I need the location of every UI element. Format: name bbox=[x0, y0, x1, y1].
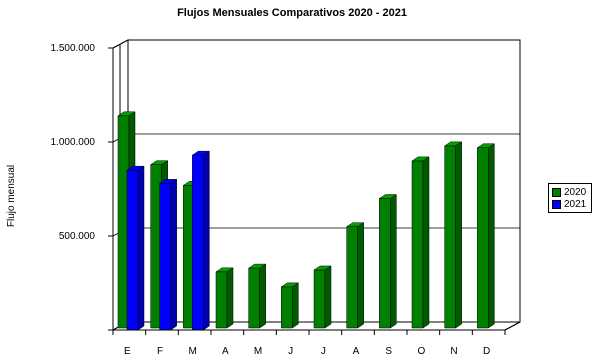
y-axis-label: Flujo mensual bbox=[6, 165, 17, 227]
legend-item-2020: 2020 bbox=[552, 186, 588, 198]
bar-2020 bbox=[313, 265, 332, 329]
legend-swatch-2020 bbox=[552, 187, 561, 197]
y-axis: 500.000 1.000.000 1.500.000 bbox=[51, 43, 113, 331]
legend: 2020 2021 bbox=[548, 183, 592, 213]
bars bbox=[117, 111, 496, 331]
y-tick-label: 500.000 bbox=[59, 231, 96, 242]
gridline-side bbox=[112, 39, 129, 49]
bar-2020 bbox=[476, 143, 496, 329]
x-tick-label: E bbox=[124, 346, 131, 357]
x-tick-label: J bbox=[288, 346, 293, 357]
bar-2020 bbox=[280, 282, 300, 329]
legend-label-2020: 2020 bbox=[564, 186, 587, 198]
x-tick-label: M bbox=[188, 346, 196, 357]
bar-2020 bbox=[247, 263, 267, 329]
bar-2021 bbox=[158, 178, 178, 331]
bar-2020 bbox=[345, 222, 365, 329]
bar-2021 bbox=[126, 165, 145, 331]
x-tick-label: A bbox=[222, 346, 229, 357]
y-tick-label: 1.000.000 bbox=[51, 137, 96, 148]
x-axis-depth-line bbox=[504, 321, 521, 331]
bar-2020 bbox=[411, 156, 430, 329]
legend-item-2021: 2021 bbox=[552, 198, 588, 210]
bar-2020 bbox=[215, 267, 234, 329]
x-tick-label: F bbox=[157, 346, 163, 357]
bar-2021 bbox=[191, 150, 211, 331]
y-tick-label: 1.500.000 bbox=[51, 43, 96, 54]
x-tick-label: N bbox=[450, 346, 457, 357]
bar-2020 bbox=[378, 194, 398, 329]
legend-label-2021: 2021 bbox=[564, 198, 587, 210]
x-tick-label: J bbox=[321, 346, 326, 357]
chart-title: Flujos Mensuales Comparativos 2020 - 202… bbox=[177, 7, 407, 19]
x-tick-label: A bbox=[353, 346, 360, 357]
x-tick-label: D bbox=[483, 346, 490, 357]
x-tick-label: M bbox=[254, 346, 262, 357]
legend-swatch-2021 bbox=[552, 199, 561, 209]
bar-2020 bbox=[443, 141, 463, 329]
x-tick-label: S bbox=[385, 346, 392, 357]
x-tick-label: O bbox=[417, 346, 425, 357]
